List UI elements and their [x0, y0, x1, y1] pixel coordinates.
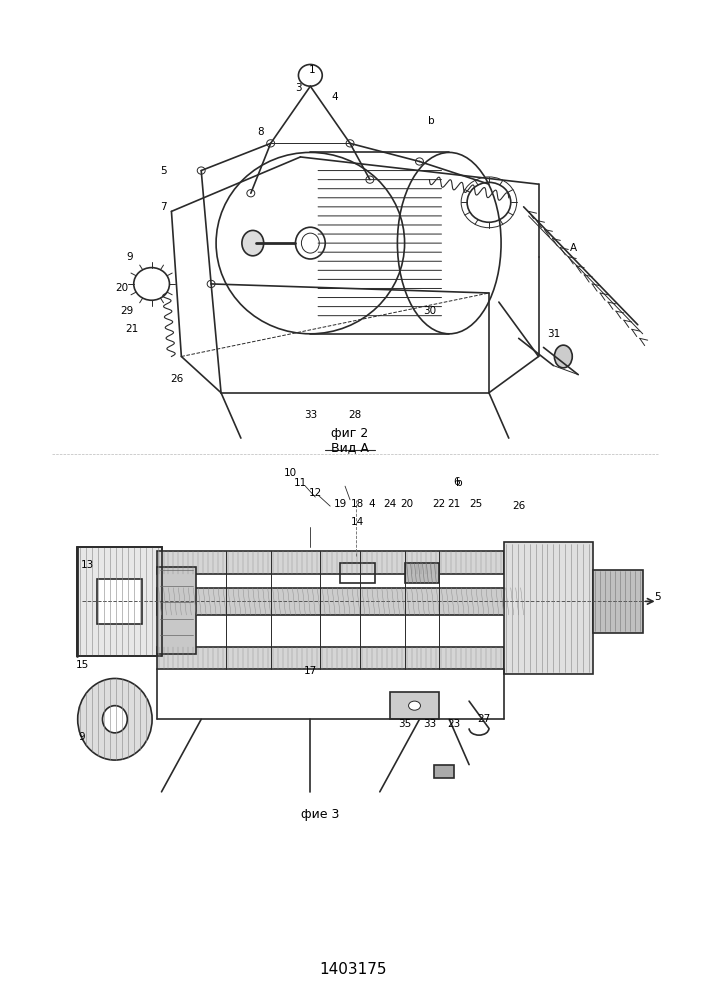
Bar: [593, 570, 643, 633]
Text: 15: 15: [76, 660, 89, 670]
Text: 25: 25: [469, 499, 483, 509]
Text: 24: 24: [383, 499, 397, 509]
Text: 21: 21: [125, 324, 139, 334]
Text: 1403175: 1403175: [320, 962, 387, 977]
Bar: [156, 588, 524, 615]
Circle shape: [267, 140, 274, 147]
Circle shape: [416, 158, 423, 165]
Text: 20: 20: [115, 283, 129, 293]
Text: b: b: [456, 478, 462, 488]
Text: 23: 23: [448, 719, 461, 729]
Text: 33: 33: [304, 410, 317, 420]
Circle shape: [366, 176, 374, 183]
Ellipse shape: [554, 345, 572, 368]
Text: 4: 4: [368, 499, 375, 509]
Text: 26: 26: [170, 374, 183, 384]
Text: 33: 33: [423, 719, 436, 729]
Circle shape: [207, 280, 215, 288]
Bar: [97, 579, 141, 624]
Text: 9: 9: [79, 732, 86, 742]
Text: 20: 20: [400, 499, 413, 509]
Text: фие 3: фие 3: [301, 808, 339, 821]
Text: 9: 9: [127, 252, 133, 262]
Text: 14: 14: [351, 517, 363, 527]
Text: 18: 18: [351, 499, 363, 509]
Circle shape: [197, 167, 205, 174]
Ellipse shape: [409, 701, 421, 710]
Text: 19: 19: [334, 499, 346, 509]
Text: 5: 5: [160, 166, 167, 176]
Bar: [390, 692, 439, 719]
Bar: [434, 765, 454, 778]
Bar: [156, 567, 197, 654]
Text: 31: 31: [547, 329, 560, 339]
Text: 21: 21: [448, 499, 461, 509]
Ellipse shape: [78, 678, 152, 760]
Text: 10: 10: [284, 468, 297, 478]
Text: 22: 22: [433, 499, 446, 509]
Bar: [77, 547, 161, 656]
Text: b: b: [428, 116, 435, 126]
Ellipse shape: [242, 230, 264, 256]
Bar: [504, 542, 593, 674]
Text: 8: 8: [257, 127, 264, 137]
Text: 7: 7: [160, 202, 167, 212]
Text: A: A: [570, 243, 577, 253]
Text: 1: 1: [309, 65, 315, 75]
Circle shape: [247, 190, 255, 197]
Text: 4: 4: [332, 92, 339, 102]
Text: 30: 30: [423, 306, 436, 316]
Ellipse shape: [103, 706, 127, 733]
Bar: [156, 647, 504, 669]
Text: фиг 2: фиг 2: [332, 427, 368, 440]
Text: 12: 12: [309, 488, 322, 498]
Text: 3: 3: [295, 83, 302, 93]
Ellipse shape: [296, 227, 325, 259]
Text: 26: 26: [512, 501, 525, 511]
Text: 11: 11: [294, 478, 307, 488]
Circle shape: [346, 140, 354, 147]
Bar: [404, 563, 439, 583]
Text: 5: 5: [654, 592, 661, 602]
Text: 28: 28: [349, 410, 361, 420]
Text: 17: 17: [304, 666, 317, 676]
Text: 13: 13: [81, 560, 94, 570]
Text: 29: 29: [120, 306, 134, 316]
Text: 6: 6: [453, 477, 460, 487]
Bar: [156, 551, 504, 574]
Text: 27: 27: [477, 714, 491, 724]
Bar: [340, 563, 375, 583]
Text: Вид A: Вид A: [331, 441, 369, 454]
Text: 35: 35: [398, 719, 411, 729]
